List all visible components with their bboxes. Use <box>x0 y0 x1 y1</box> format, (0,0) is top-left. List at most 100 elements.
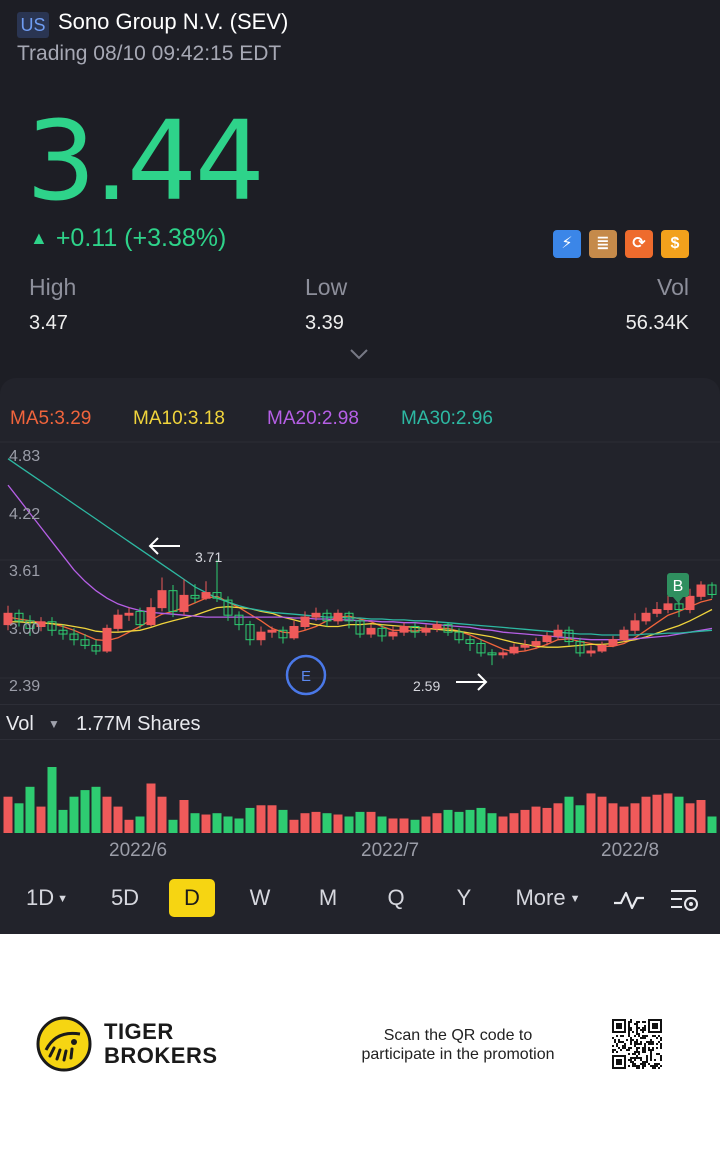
volume-bar <box>366 811 376 833</box>
volume-header[interactable]: Vol ▼ 1.77M Shares <box>0 704 720 740</box>
period-selector: 1D ▼ 5D D W M Q Y More ▼ <box>0 876 720 922</box>
earnings-event-marker[interactable] <box>285 654 327 696</box>
period-month[interactable]: M <box>318 885 338 910</box>
stack-level-a-icon[interactable]: ≣ <box>589 230 617 258</box>
candlestick-chart[interactable]: 4.83 4.22 3.61 3.00 2.39 3.71 2.59 E B <box>0 436 720 704</box>
candle <box>696 581 706 601</box>
high-label: High <box>29 274 77 300</box>
volume-bar <box>619 806 629 833</box>
feature-icon-group: ⚡ ≣ ⟳ $ <box>553 230 689 258</box>
candle <box>36 617 46 632</box>
candle <box>377 624 387 642</box>
ma30-line <box>7 458 713 636</box>
candle <box>25 615 35 636</box>
high-value: 3.47 <box>29 312 68 334</box>
period-more[interactable]: More ▼ <box>515 885 581 910</box>
candle <box>465 635 475 652</box>
qr-code[interactable] <box>612 1019 662 1069</box>
volume-bar <box>487 813 497 833</box>
volume-bar <box>36 806 46 833</box>
candle <box>498 649 508 659</box>
candle <box>410 622 420 638</box>
volume-bar <box>234 818 244 833</box>
brand-line-1: TIGER <box>104 1019 174 1044</box>
period-day[interactable]: D <box>169 879 215 917</box>
promo-line-1: Scan the QR code to <box>383 1027 533 1044</box>
volume-bar <box>377 816 387 833</box>
date-label-jun: 2022/6 <box>109 840 168 861</box>
dollar-icon[interactable]: $ <box>661 230 689 258</box>
volume-bar <box>124 819 134 833</box>
candle <box>69 628 79 646</box>
volume-bar <box>476 807 486 833</box>
volume-bar <box>157 796 167 833</box>
lightning-level1-icon[interactable]: ⚡ <box>553 230 581 258</box>
caret-down-icon[interactable]: ▼ <box>48 717 60 731</box>
period-year[interactable]: Y <box>456 885 472 910</box>
volume-bar <box>289 819 299 833</box>
date-label-jul: 2022/7 <box>361 840 420 861</box>
volume-bar <box>168 819 178 833</box>
candle <box>234 611 244 631</box>
volume-bar <box>498 816 508 833</box>
volume-bar <box>432 813 442 833</box>
candle <box>256 626 266 646</box>
high-arrow-icon <box>148 537 180 555</box>
volume-bar <box>58 809 68 833</box>
app-screen: US Sono Group N.V. (SEV) Trading 08/10 0… <box>0 0 720 934</box>
candle <box>47 617 57 636</box>
candle <box>443 622 453 636</box>
volume-bar <box>564 796 574 833</box>
volume-bar <box>212 813 222 833</box>
y-tick-1: 4.83 <box>9 448 40 465</box>
volume-bar <box>278 809 288 833</box>
up-triangle-icon: ▲ <box>30 228 48 248</box>
candle <box>630 613 640 635</box>
volume-bar <box>696 800 706 833</box>
volume-bar <box>542 807 552 833</box>
volume-bar <box>245 807 255 833</box>
volume-indicator-label[interactable]: Vol <box>6 713 34 735</box>
candle <box>564 626 574 646</box>
candle <box>707 582 717 599</box>
volume-bar <box>25 786 35 833</box>
period-quarter[interactable]: Q <box>387 885 405 910</box>
volume-bar <box>553 803 563 833</box>
buy-marker[interactable] <box>667 573 689 597</box>
candle <box>553 624 563 640</box>
buy-marker-label: B <box>673 578 684 595</box>
period-5d[interactable]: 5D <box>110 885 140 910</box>
low-arrow-icon <box>456 673 488 691</box>
indicator-wave-icon[interactable] <box>612 886 646 914</box>
y-tick-5: 2.39 <box>9 678 40 695</box>
volume-bar <box>531 806 541 833</box>
candle <box>421 624 431 636</box>
ma5-label: MA5:3.29 <box>10 408 92 429</box>
candle <box>300 611 310 631</box>
candle <box>674 600 684 618</box>
volume-bar <box>454 811 464 833</box>
candle <box>146 598 156 627</box>
vol-value: 56.34K <box>625 312 689 334</box>
candle <box>619 626 629 642</box>
volume-chart[interactable] <box>0 741 720 834</box>
caret-down-icon: ▼ <box>569 893 581 905</box>
candle <box>597 641 607 653</box>
volume-bar <box>267 805 277 833</box>
period-week[interactable]: W <box>249 885 271 910</box>
candle <box>212 559 222 602</box>
chevron-down-icon[interactable] <box>349 347 369 361</box>
options-chain-icon[interactable]: ⟳ <box>625 230 653 258</box>
candle <box>432 620 442 633</box>
candle <box>311 607 321 621</box>
candle <box>586 645 596 657</box>
chart-settings-icon[interactable] <box>668 886 702 914</box>
volume-bar <box>3 796 13 833</box>
volume-bar <box>575 805 585 833</box>
high-marker-label: 3.71 <box>195 549 222 565</box>
candle <box>289 620 299 640</box>
volume-bar <box>179 800 189 833</box>
period-1d[interactable]: 1D ▼ <box>25 885 68 910</box>
candle <box>322 609 332 627</box>
volume-bar <box>465 809 475 833</box>
